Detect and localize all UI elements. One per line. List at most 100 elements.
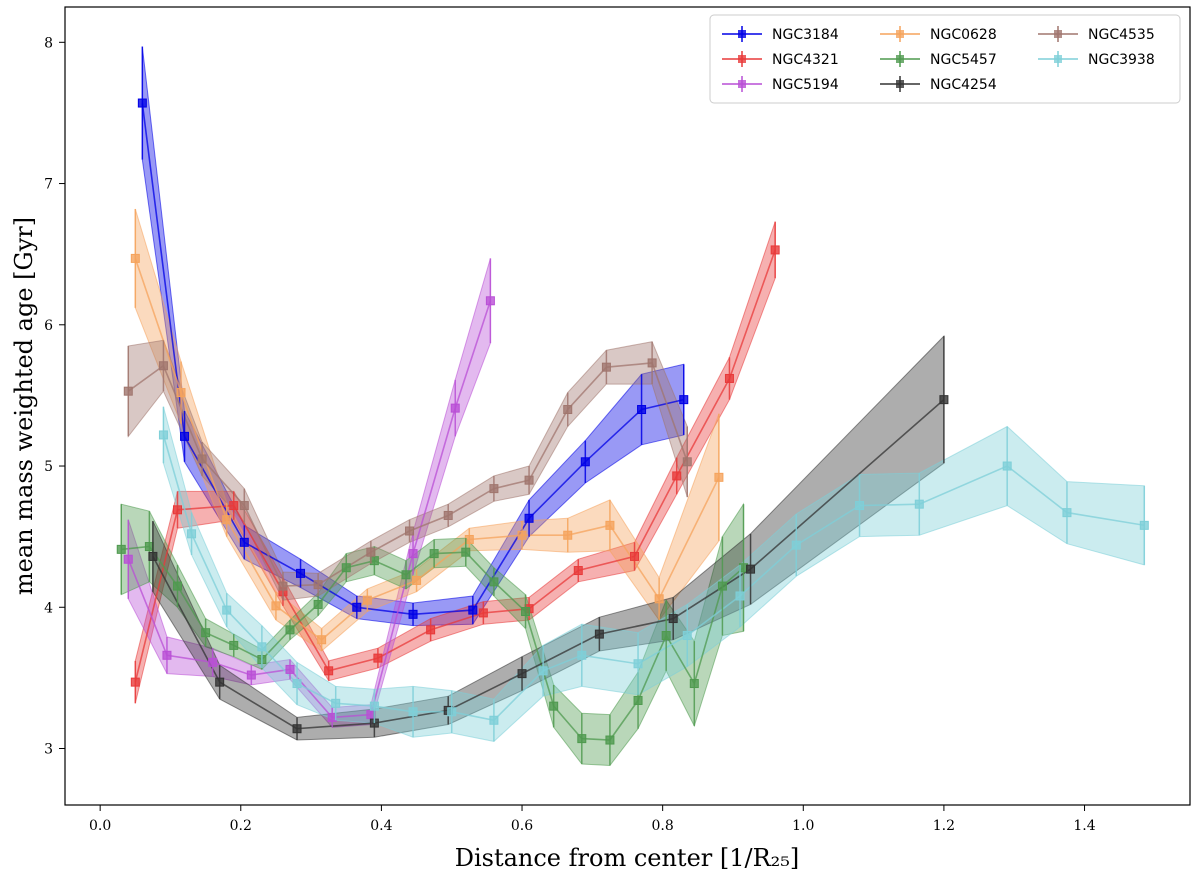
point-ngc0628 — [654, 594, 664, 604]
point-ngc5457 — [577, 734, 587, 744]
point-ngc3938 — [682, 631, 692, 641]
point-ngc5194 — [123, 554, 133, 564]
point-ngc4254 — [594, 629, 604, 639]
point-ngc3184 — [352, 602, 362, 612]
point-ngc5457 — [313, 599, 323, 609]
point-ngc5194 — [408, 549, 418, 559]
legend-label-ngc5457: NGC5457 — [930, 52, 997, 68]
point-ngc4254 — [215, 677, 225, 687]
point-ngc5457 — [461, 547, 471, 557]
legend-label-ngc0628: NGC0628 — [930, 27, 997, 43]
point-ngc4321 — [130, 677, 140, 687]
y-tick-label: 7 — [44, 177, 53, 193]
point-ngc4535 — [563, 405, 573, 415]
point-ngc4321 — [724, 373, 734, 383]
point-ngc4254 — [939, 395, 949, 405]
point-ngc0628 — [362, 595, 372, 605]
point-ngc4254 — [668, 614, 678, 624]
point-ngc3184 — [180, 431, 190, 441]
point-ngc0628 — [271, 601, 281, 611]
point-ngc3938 — [187, 529, 197, 539]
point-ngc3184 — [637, 405, 647, 415]
point-ngc5457 — [605, 735, 615, 745]
x-tick-label: 0.8 — [652, 818, 674, 834]
point-ngc4321 — [770, 245, 780, 255]
point-ngc3184 — [408, 609, 418, 619]
point-ngc3184 — [580, 457, 590, 467]
legend-label-ngc5194: NGC5194 — [772, 77, 839, 93]
point-ngc4321 — [324, 666, 334, 676]
point-ngc3938 — [447, 707, 457, 717]
point-ngc4321 — [672, 471, 682, 481]
line-ngc5194 — [127, 300, 492, 719]
point-ngc4254 — [517, 669, 527, 679]
legend: NGC3184 NGC4321 NGC5194 NGC0628 NGC5457 NGC42… — [709, 14, 1181, 104]
point-ngc4535 — [158, 361, 168, 371]
legend-marker-ngc0628 — [896, 30, 904, 38]
point-ngc3184 — [679, 395, 689, 405]
point-ngc3938 — [158, 430, 168, 440]
x-axis-ticks: 0.0 0.2 0.4 0.6 0.8 1.0 1.2 1.4 — [89, 805, 1096, 834]
point-ngc5194 — [208, 657, 218, 667]
point-ngc0628 — [563, 530, 573, 540]
legend-marker-ngc3938 — [1054, 55, 1062, 63]
point-ngc4535 — [524, 475, 534, 485]
x-tick-label: 0.4 — [370, 818, 392, 834]
y-tick-label: 8 — [44, 35, 53, 51]
point-ngc5457 — [429, 549, 439, 559]
legend-marker-ngc5194 — [738, 80, 746, 88]
x-tick-label: 1.4 — [1073, 818, 1095, 834]
point-ngc0628 — [517, 530, 527, 540]
point-ngc3938 — [1002, 461, 1012, 471]
point-ngc4535 — [405, 526, 415, 536]
point-ngc3184 — [468, 605, 478, 615]
y-tick-label: 4 — [44, 600, 53, 616]
point-ngc3184 — [239, 537, 249, 547]
legend-marker-ngc3184 — [738, 30, 746, 38]
point-ngc5457 — [173, 581, 182, 591]
legend-label-ngc3184: NGC3184 — [772, 27, 839, 43]
y-tick-label: 6 — [44, 318, 53, 334]
point-ngc5457 — [401, 570, 411, 580]
point-ngc5457 — [521, 607, 531, 617]
legend-label-ngc4535: NGC4535 — [1088, 27, 1155, 43]
legend-label-ngc4254: NGC4254 — [930, 77, 997, 93]
point-ngc4535 — [197, 454, 207, 464]
point-ngc5457 — [285, 625, 295, 635]
point-ngc4321 — [229, 501, 239, 511]
point-ngc5457 — [549, 701, 559, 711]
point-ngc5457 — [489, 577, 499, 587]
point-ngc0628 — [714, 472, 724, 482]
point-ngc3938 — [577, 650, 587, 660]
point-ngc4535 — [123, 386, 133, 396]
legend-marker-ngc4254 — [896, 80, 904, 88]
point-ngc3938 — [1062, 508, 1072, 518]
point-ngc3184 — [296, 568, 306, 578]
legend-marker-ngc5457 — [896, 55, 904, 63]
point-ngc0628 — [412, 575, 422, 585]
series-bands — [120, 46, 1145, 767]
point-ngc0628 — [317, 635, 327, 645]
point-ngc5194 — [246, 670, 256, 680]
point-ngc4321 — [173, 505, 182, 515]
point-ngc3184 — [137, 98, 147, 108]
point-ngc4321 — [426, 625, 436, 635]
point-ngc4535 — [647, 358, 657, 368]
legend-marker-ngc4321 — [738, 55, 746, 63]
x-tick-label: 0.0 — [89, 818, 111, 834]
point-ngc4321 — [478, 608, 488, 618]
point-ngc0628 — [222, 515, 232, 525]
point-ngc4254 — [746, 564, 756, 574]
point-ngc5194 — [485, 296, 495, 306]
point-ngc4535 — [313, 580, 323, 590]
point-ngc3938 — [489, 715, 499, 725]
series-markers — [116, 46, 1149, 766]
x-tick-label: 0.2 — [230, 818, 252, 834]
y-tick-label: 5 — [44, 459, 53, 475]
line-ngc4321 — [134, 249, 776, 683]
legend-label-ngc4321: NGC4321 — [772, 52, 839, 68]
point-ngc4321 — [630, 551, 640, 561]
point-ngc5194 — [162, 650, 172, 660]
point-ngc3938 — [369, 701, 379, 711]
